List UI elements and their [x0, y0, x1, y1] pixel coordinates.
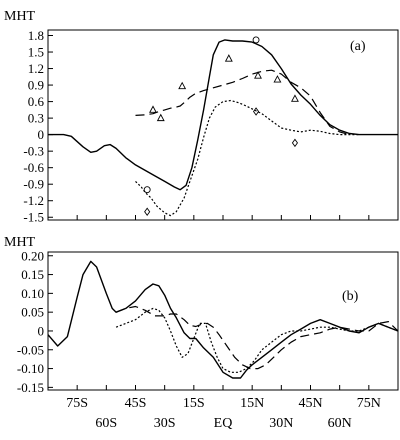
panel-a-label: (a): [350, 39, 366, 54]
panel-b-y-ticks: 0.20 0.15 0.10 0.05 0 -0.05 -0.10 -0.15: [17, 248, 53, 395]
x-tick-label: 45N: [298, 396, 322, 411]
panel-b: MHT (b) 0.20 0.15 0.10 0.05 0 -0.05 -0.10 -0.15: [4, 235, 399, 395]
panel-b-y-tick-label: 0.10: [21, 286, 44, 301]
panel-b-frame: [47, 251, 399, 391]
panel-b-ylabel: MHT: [4, 235, 36, 250]
panel-a-x-ticks: [76, 215, 370, 220]
circle-marker: [252, 36, 260, 44]
x-tick-label: 15N: [240, 396, 264, 411]
panel-a-y-tick-label: 0.9: [28, 78, 44, 93]
triangle-marker: [290, 94, 299, 102]
panel-a-solid-line: [48, 39, 398, 191]
panel-b-y-tick-label: -0.10: [17, 361, 44, 376]
panel-a-dotted-line: [135, 99, 360, 217]
panel-a-y-tick-label: 0.6: [28, 94, 45, 109]
triangle-marker: [149, 105, 157, 113]
triangle-marker: [254, 71, 262, 79]
x-tick-label: 30S: [154, 416, 176, 431]
panel-a-ylabel: MHT: [4, 9, 36, 24]
panel-b-y-tick-label: -0.15: [17, 380, 44, 395]
panel-a-y-tick-label: 0.3: [28, 111, 44, 126]
diamond-marker: [253, 107, 260, 116]
x-tick-label: 60N: [328, 416, 352, 431]
triangle-marker: [178, 81, 187, 90]
panel-b-dotted-line: [115, 307, 399, 373]
panel-a-y-tick-label: -0.9: [23, 177, 44, 192]
panel-a-y-tick-label: -0.3: [23, 144, 44, 159]
x-tick-label: 15S: [183, 396, 205, 411]
diamond-marker: [291, 138, 298, 148]
x-axis-labels: 75S 45S 15S 15N 45N 75N 60S 30S EQ 30N 60N: [66, 396, 381, 431]
panel-a-markers: [143, 36, 299, 217]
panel-b-y-tick-label: 0: [38, 323, 45, 338]
x-tick-label: EQ: [214, 416, 233, 431]
panel-a-y-tick-label: -1.2: [23, 193, 44, 208]
panel-a-frame: [47, 29, 399, 221]
panel-a-y-tick-label: 0: [38, 127, 45, 142]
circle-marker: [143, 186, 151, 194]
panel-a-y-tick-label: 1.8: [28, 28, 44, 43]
x-tick-label: 75N: [357, 396, 381, 411]
panel-a: MHT (a) 1.81.51.20.90.60.30-0.3-0.6-0.9-…: [4, 9, 399, 225]
x-tick-label: 60S: [95, 416, 117, 431]
panel-b-y-tick-label: 0.20: [21, 248, 44, 263]
panel-a-dashed-line: [135, 69, 350, 136]
panel-b-series: [47, 260, 399, 379]
panel-a-y-tick-label: 1.2: [28, 61, 44, 76]
panel-b-solid-line: [47, 260, 399, 379]
panel-a-y-ticks: 1.8 1.51.2 0.90.6 0.30 -0.3-0.6 -0.9-1.2 -1.5: [23, 28, 53, 225]
panel-b-dashed-line: [115, 305, 399, 370]
triangle-marker: [156, 113, 165, 122]
panel-a-series: [48, 39, 398, 217]
x-tick-label: 45S: [125, 396, 147, 411]
panel-a-y-tick-label: -0.6: [23, 160, 44, 175]
panel-b-y-tick-label: 0.05: [21, 305, 44, 320]
panel-b-label: (b): [342, 289, 359, 304]
panel-a-y-tick-label: 1.5: [28, 45, 44, 60]
triangle-marker: [273, 75, 282, 83]
panel-b-y-tick-label: -0.05: [17, 342, 44, 357]
diamond-marker: [144, 207, 151, 217]
panel-b-y-tick-label: 0.15: [21, 267, 44, 282]
triangle-marker: [224, 54, 233, 62]
x-tick-label: 30N: [269, 416, 293, 431]
panel-b-x-ticks: [76, 385, 370, 390]
panel-a-y-tick-label: -1.5: [23, 210, 44, 225]
x-tick-label: 75S: [66, 396, 88, 411]
